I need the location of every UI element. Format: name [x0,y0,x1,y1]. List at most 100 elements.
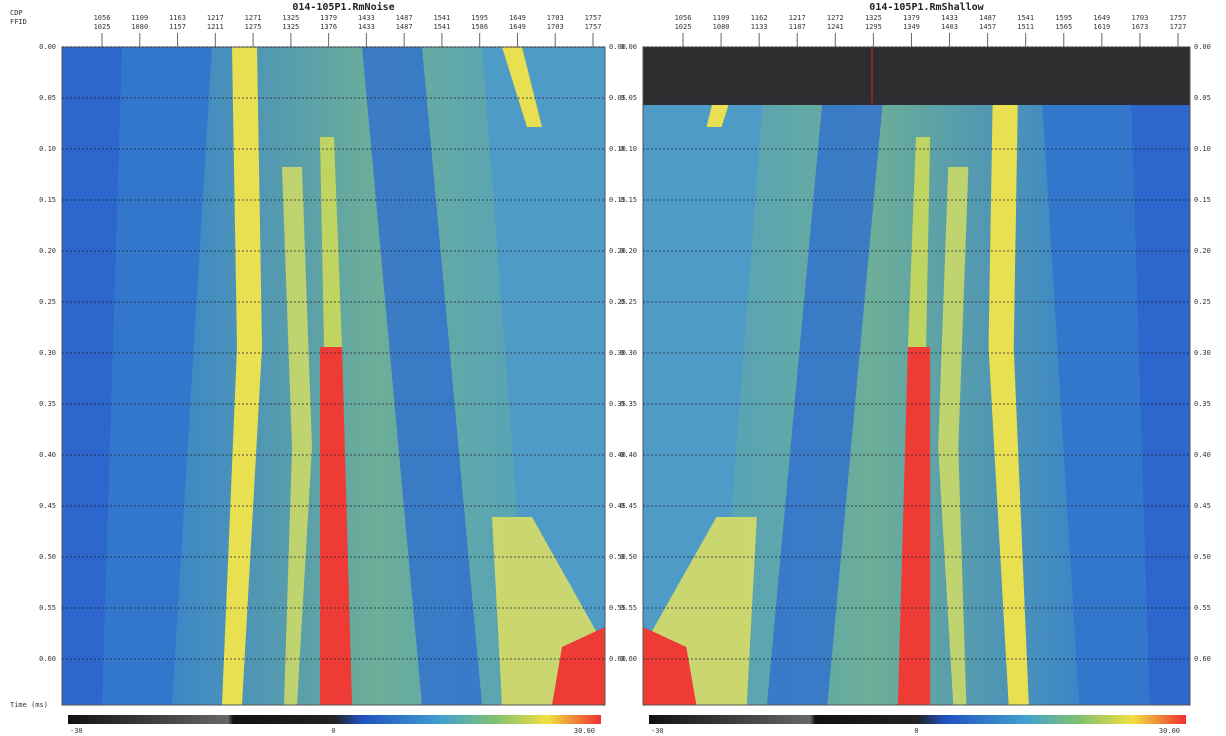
time-tick-label: 0.00 [39,43,56,51]
ffid-tick-label: 1457 [979,23,996,31]
ffid-label: FFID [10,18,27,26]
ffid-tick-label: 1487 [396,23,413,31]
ffid-tick-label: 1727 [1170,23,1187,31]
cdp-tick-label: 1379 [903,14,920,22]
time-tick-label: 0.15 [609,196,626,204]
time-tick-label: 0.40 [609,451,626,459]
time-tick-label: 0.05 [620,94,637,102]
ffid-tick-label: 1757 [585,23,602,31]
time-tick-label: 0.40 [620,451,637,459]
cdp-tick-label: 1433 [941,14,958,22]
time-tick-label: 0.35 [39,400,56,408]
cdp-tick-label: 1487 [396,14,413,22]
ffid-tick-label: 1133 [751,23,768,31]
time-tick-label: 0.45 [620,502,637,510]
ffid-tick-label: 1403 [941,23,958,31]
cdp-tick-label: 1056 [675,14,692,22]
ffid-tick-label: 1157 [169,23,186,31]
frame [61,46,606,706]
time-tick-label: 0.30 [1194,349,1211,357]
time-tick-label: 0.35 [1194,400,1211,408]
cdp-tick-label: 1487 [979,14,996,22]
time-tick-label: 0.60 [609,655,626,663]
cdp-tick-label: 1109 [713,14,730,22]
time-tick-label: 0.45 [609,502,626,510]
time-tick-label: 0.45 [1194,502,1211,510]
time-tick-label: 0.10 [1194,145,1211,153]
colorbar-label: 30.00 [574,727,595,735]
ffid-tick-label: 1565 [1055,23,1072,31]
time-tick-label: 0.60 [1194,655,1211,663]
time-tick-label: 0.05 [609,94,626,102]
time-tick-label: 0.05 [39,94,56,102]
time-tick-label: 0.55 [1194,604,1211,612]
cdp-tick-label: 1595 [1055,14,1072,22]
colorbar-label: 30.00 [1159,727,1180,735]
time-tick-label: 0.55 [609,604,626,612]
time-tick-label: 0.05 [1194,94,1211,102]
cdp-tick-label: 1109 [131,14,148,22]
cdp-tick-label: 1541 [1017,14,1034,22]
time-tick-label: 0.35 [609,400,626,408]
time-tick-label: 0.30 [609,349,626,357]
cdp-tick-label: 1757 [585,14,602,22]
cdp-tick-label: 1271 [245,14,262,22]
time-tick-label: 0.40 [1194,451,1211,459]
time-tick-label: 0.30 [620,349,637,357]
cdp-tick-label: 1433 [358,14,375,22]
time-tick-label: 0.20 [39,247,56,255]
time-tick-label: 0.55 [620,604,637,612]
ffid-tick-label: 1325 [282,23,299,31]
time-tick-label: 0.10 [609,145,626,153]
time-tick-label: 0.60 [39,655,56,663]
ffid-tick-label: 1025 [94,23,111,31]
time-tick-label: 0.10 [39,145,56,153]
cdp-tick-label: 1649 [1093,14,1110,22]
ffid-tick-label: 1586 [471,23,488,31]
cdp-label: CDP [10,9,23,17]
colorbar-label: -30 [70,727,83,735]
cdp-tick-label: 1056 [94,14,111,22]
colorbar [68,715,601,724]
ffid-tick-label: 1673 [1131,23,1148,31]
time-tick-label: 0.10 [620,145,637,153]
time-tick-label: 0.50 [39,553,56,561]
ffid-tick-label: 1080 [131,23,148,31]
ffid-tick-label: 1511 [1017,23,1034,31]
time-tick-label: 0.50 [1194,553,1211,561]
panel: 014-105P1.RmShallow105610251109108011621… [620,2,1211,735]
time-tick-label: 0.00 [609,43,626,51]
time-tick-label: 0.40 [39,451,56,459]
time-tick-label: 0.20 [1194,247,1211,255]
ffid-tick-label: 1349 [903,23,920,31]
cdp-tick-label: 1541 [433,14,450,22]
cdp-tick-label: 1217 [207,14,224,22]
ffid-tick-label: 1295 [865,23,882,31]
cdp-tick-label: 1325 [282,14,299,22]
time-tick-label: 0.25 [620,298,637,306]
time-tick-label: 0.20 [609,247,626,255]
ffid-tick-label: 1703 [547,23,564,31]
cdp-tick-label: 1649 [509,14,526,22]
ffid-tick-label: 1541 [433,23,450,31]
cdp-tick-label: 1703 [1131,14,1148,22]
time-tick-label: 0.45 [39,502,56,510]
colorbar-label: -30 [651,727,664,735]
time-tick-label: 0.25 [39,298,56,306]
cdp-tick-label: 1162 [751,14,768,22]
ffid-tick-label: 1025 [675,23,692,31]
cdp-tick-label: 1272 [827,14,844,22]
ffid-tick-label: 1187 [789,23,806,31]
time-tick-label: 0.20 [620,247,637,255]
cdp-tick-label: 1757 [1170,14,1187,22]
cdp-tick-label: 1595 [471,14,488,22]
ffid-tick-label: 1619 [1093,23,1110,31]
ffid-tick-label: 1275 [245,23,262,31]
time-tick-label: 0.00 [1194,43,1211,51]
panel-title: 014-105P1.RmNoise [292,1,394,13]
cdp-tick-label: 1703 [547,14,564,22]
time-tick-label: 0.25 [1194,298,1211,306]
ffid-tick-label: 1433 [358,23,375,31]
ffid-tick-label: 1376 [320,23,337,31]
